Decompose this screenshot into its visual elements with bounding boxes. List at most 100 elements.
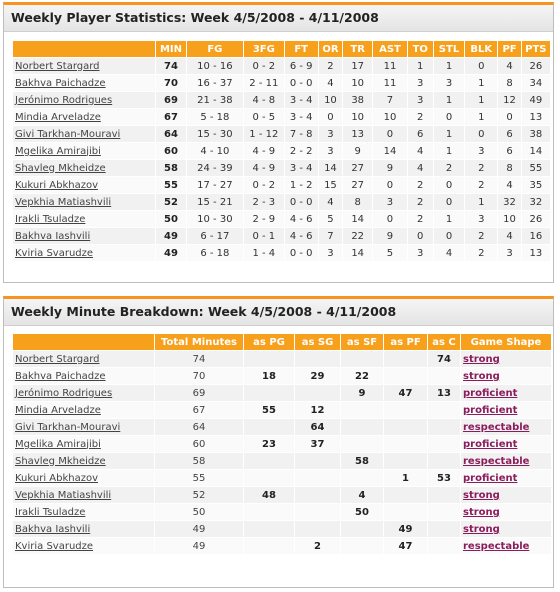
stat-stl-cell: 0 [433, 177, 465, 193]
game-shape-link[interactable]: strong [463, 506, 500, 518]
player-link[interactable]: Givi Tarkhan-Mouravi [15, 421, 121, 433]
player-link[interactable]: Shavleg Mkheidze [15, 455, 106, 467]
minutes-c-cell [428, 487, 460, 503]
player-link[interactable]: Shavleg Mkheidze [15, 162, 106, 174]
stat-min-cell: 69 [156, 92, 186, 108]
player-name-cell: Irakli Tsuladze [13, 504, 154, 520]
column-header: AST [373, 41, 407, 57]
stat-to-cell: 2 [407, 177, 433, 193]
player-link[interactable]: Mindia Arveladze [15, 404, 101, 416]
player-link[interactable]: Bakhva Iashvili [15, 230, 91, 242]
total-minutes-cell: 52 [155, 487, 243, 503]
player-name-cell: Bakhva Iashvili [13, 228, 156, 244]
game-shape-link[interactable]: proficient [463, 472, 518, 484]
player-link[interactable]: Norbert Stargard [15, 60, 100, 72]
stat-stl-cell: 1 [433, 92, 465, 108]
minutes-pg-cell [244, 453, 294, 469]
player-link[interactable]: Norbert Stargard [15, 353, 100, 365]
stat-pts-cell: 14 [521, 143, 550, 159]
table-row: Mindia Arveladze 67 55 12 proficient [13, 402, 551, 418]
player-name-cell: Norbert Stargard [13, 58, 156, 74]
stat-stl-cell: 0 [433, 109, 465, 125]
stat-tfg-cell: 0 - 5 [244, 109, 284, 125]
player-link[interactable]: Bakhva Iashvili [15, 523, 91, 535]
game-shape-link[interactable]: proficient [463, 438, 518, 450]
minutes-sf-cell [341, 470, 383, 486]
stat-min-cell: 60 [156, 143, 186, 159]
stat-stl-cell: 0 [433, 194, 465, 210]
total-minutes-cell: 58 [155, 453, 243, 469]
game-shape-link[interactable]: strong [463, 523, 500, 535]
stat-min-cell: 67 [156, 109, 186, 125]
stat-to-cell: 2 [407, 109, 433, 125]
table-row: Vepkhia Matiashvili 52 48 4 strong [13, 487, 551, 503]
player-link[interactable]: Bakhva Paichadze [15, 370, 106, 382]
stat-blk-cell: 3 [465, 211, 498, 227]
weekly-player-statistics-panel: Weekly Player Statistics: Week 4/5/2008 … [3, 2, 554, 283]
stat-tfg-cell: 1 - 12 [244, 126, 284, 142]
player-link[interactable]: Vepkhia Matiashvili [15, 489, 112, 501]
player-stats-table: MIN FG 3FG FT OR TR AST TO STL BLK PF PTS Norbert S… [12, 40, 551, 262]
player-link[interactable]: Mindia Arveladze [15, 111, 101, 123]
game-shape-link[interactable]: proficient [463, 404, 518, 416]
stat-to-cell: 2 [407, 194, 433, 210]
minutes-sf-cell: 58 [341, 453, 383, 469]
stat-to-cell: 3 [407, 245, 433, 261]
stat-stl-cell: 1 [433, 143, 465, 159]
game-shape-link[interactable]: strong [463, 370, 500, 382]
player-link[interactable]: Irakli Tsuladze [15, 213, 86, 225]
stat-ast-cell: 3 [373, 194, 407, 210]
stat-pf-cell: 12 [498, 92, 521, 108]
player-link[interactable]: Mgelika Amirajibi [15, 145, 101, 157]
stat-fg-cell: 6 - 18 [186, 245, 244, 261]
game-shape-link[interactable]: strong [463, 489, 500, 501]
stat-stl-cell: 1 [433, 58, 465, 74]
stat-fg-cell: 4 - 10 [186, 143, 244, 159]
game-shape-link[interactable]: strong [463, 353, 500, 365]
player-link[interactable]: Irakli Tsuladze [15, 506, 86, 518]
player-link[interactable]: Kviria Svarudze [15, 540, 94, 552]
minutes-c-cell: 13 [428, 385, 460, 401]
player-link[interactable]: Jerónimo Rodrigues [15, 387, 113, 399]
player-link[interactable]: Kukuri Abkhazov [15, 179, 99, 191]
stat-pts-cell: 49 [521, 92, 550, 108]
total-minutes-cell: 64 [155, 419, 243, 435]
column-header: STL [433, 41, 465, 57]
game-shape-link[interactable]: respectable [463, 540, 530, 552]
player-name-cell: Kviria Svarudze [13, 538, 154, 554]
game-shape-link[interactable]: respectable [463, 421, 530, 433]
stat-ast-cell: 10 [373, 109, 407, 125]
game-shape-link[interactable]: respectable [463, 455, 530, 467]
player-name-cell: Givi Tarkhan-Mouravi [13, 419, 154, 435]
minutes-c-cell: 74 [428, 351, 460, 367]
player-link[interactable]: Vepkhia Matiashvili [15, 196, 112, 208]
stat-tfg-cell: 4 - 8 [244, 92, 284, 108]
player-link[interactable]: Jerónimo Rodrigues [15, 94, 113, 106]
column-header: Total Minutes [155, 334, 243, 350]
stat-tfg-cell: 4 - 9 [244, 160, 284, 176]
stat-pf-cell: 32 [498, 194, 521, 210]
game-shape-cell: strong [461, 368, 551, 384]
minutes-pf-cell: 49 [384, 521, 427, 537]
stat-or-cell: 4 [318, 194, 343, 210]
table-row: Jerónimo Rodrigues 69 9 47 13 proficient [13, 385, 551, 401]
stat-ft-cell: 6 - 9 [284, 58, 318, 74]
player-link[interactable]: Kukuri Abkhazov [15, 472, 99, 484]
column-header: PTS [521, 41, 550, 57]
stat-pf-cell: 8 [498, 75, 521, 91]
player-link[interactable]: Kviria Svarudze [15, 247, 94, 259]
stat-fg-cell: 17 - 27 [186, 177, 244, 193]
total-minutes-cell: 60 [155, 436, 243, 452]
stat-ast-cell: 11 [373, 75, 407, 91]
minutes-pf-cell [384, 436, 427, 452]
player-link[interactable]: Givi Tarkhan-Mouravi [15, 128, 121, 140]
game-shape-link[interactable]: proficient [463, 387, 518, 399]
game-shape-cell: proficient [461, 470, 551, 486]
stat-ft-cell: 0 - 0 [284, 75, 318, 91]
player-link[interactable]: Mgelika Amirajibi [15, 438, 101, 450]
minutes-pg-cell [244, 385, 294, 401]
stat-blk-cell: 2 [465, 160, 498, 176]
player-link[interactable]: Bakhva Paichadze [15, 77, 106, 89]
stat-tfg-cell: 0 - 1 [244, 228, 284, 244]
